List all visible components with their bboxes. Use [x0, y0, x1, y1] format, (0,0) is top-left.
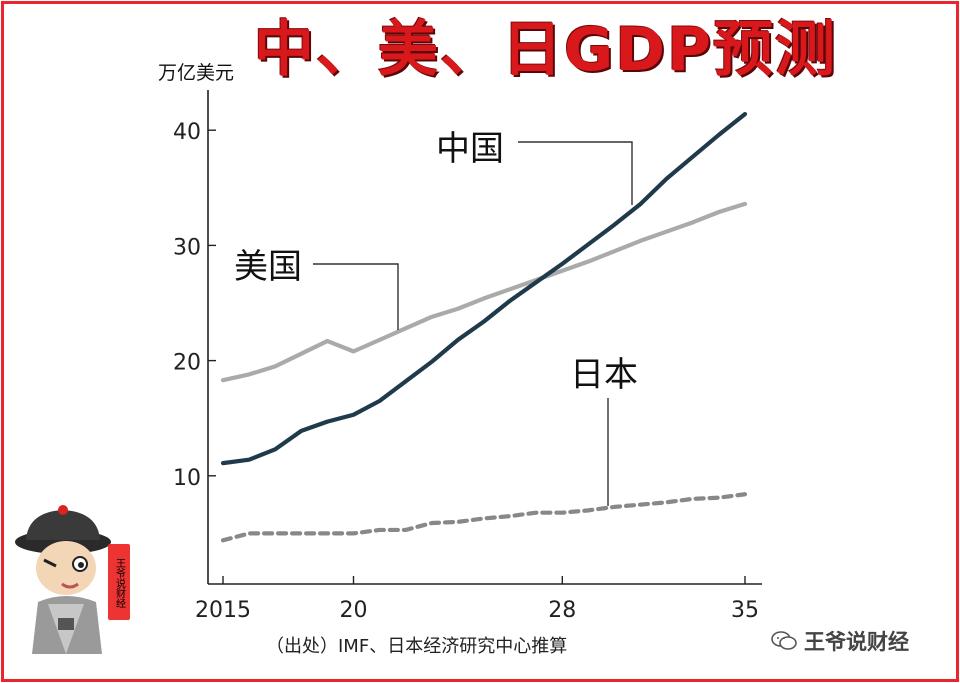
- leader-line-1: [313, 263, 399, 330]
- leader-line-0: [518, 141, 633, 205]
- series-line-0: [220, 111, 748, 466]
- source-note: （出处）IMF、日本经济研究中心推算: [266, 636, 568, 657]
- watermark: 王爷说财经: [770, 626, 909, 656]
- series-line-1: [220, 201, 748, 383]
- series-label-1: 美国: [234, 247, 302, 287]
- mascot-seal-text: 王爷说财经: [114, 558, 126, 608]
- x-tick-label: 20: [340, 598, 368, 623]
- y-tick-label: 20: [173, 351, 201, 376]
- watermark-text: 王爷说财经: [804, 630, 909, 654]
- y-tick-label: 40: [173, 120, 201, 145]
- chart-title: 中、美、日GDP预测: [254, 15, 838, 85]
- y-axis-unit-label: 万亿美元: [158, 62, 235, 84]
- x-tick-label: 2015: [195, 598, 251, 623]
- x-tick-label: 28: [548, 598, 576, 623]
- y-tick-label: 10: [173, 466, 201, 491]
- wechat-icon: [771, 631, 797, 650]
- series-label-2: 日本: [570, 355, 638, 395]
- y-tick-label: 30: [173, 235, 201, 260]
- x-tick-label: 35: [731, 598, 759, 623]
- chart-axes: 10 20 30 40 2015 20 28 35: [173, 90, 762, 623]
- series-line-2: [220, 492, 748, 543]
- series-label-0: 中国: [436, 129, 504, 169]
- mascot-illustration: 王爷说财经: [15, 505, 130, 654]
- chart-series: [220, 111, 748, 543]
